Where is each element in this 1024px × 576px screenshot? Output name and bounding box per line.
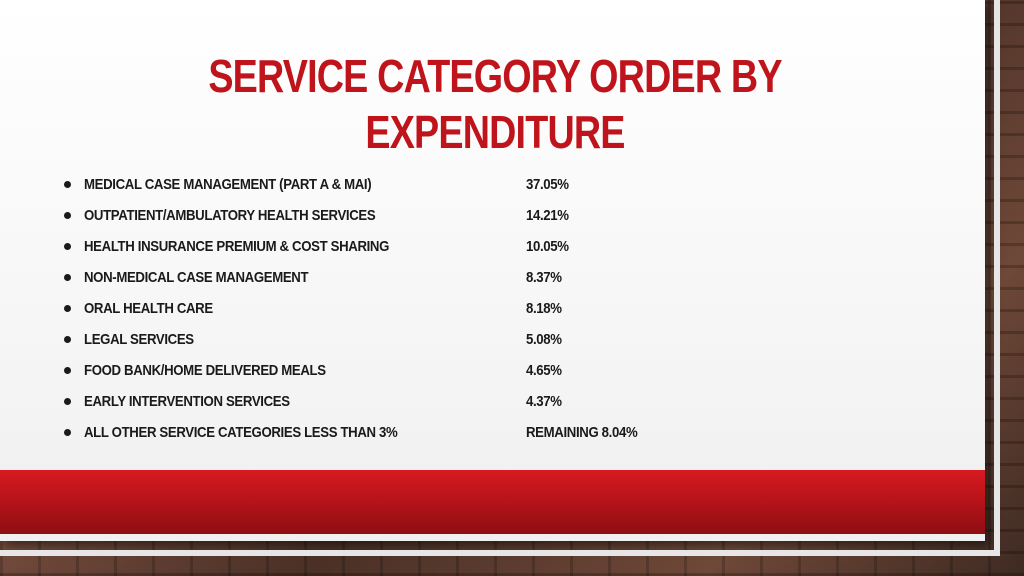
category-label: EARLY INTERVENTION SERVICES	[84, 393, 290, 410]
category-label: MEDICAL CASE MANAGEMENT (PART A & MAI)	[84, 176, 372, 193]
list-item: EARLY INTERVENTION SERVICES 4.37%	[64, 393, 764, 424]
list-item: ALL OTHER SERVICE CATEGORIES LESS THAN 3…	[64, 424, 764, 455]
category-percentage: 10.05%	[526, 238, 569, 255]
category-label: HEALTH INSURANCE PREMIUM & COST SHARING	[84, 238, 390, 255]
slide: SERVICE CATEGORY ORDER BY EXPENDITURE ME…	[0, 0, 985, 541]
category-percentage: 4.65%	[526, 362, 562, 379]
list-item: FOOD BANK/HOME DELIVERED MEALS 4.65%	[64, 362, 764, 393]
slide-title: SERVICE CATEGORY ORDER BY EXPENDITURE	[208, 50, 782, 158]
bullet-icon	[64, 212, 71, 219]
category-percentage: 14.21%	[526, 207, 569, 224]
category-label: ALL OTHER SERVICE CATEGORIES LESS THAN 3…	[84, 424, 398, 441]
list-item: NON-MEDICAL CASE MANAGEMENT 8.37%	[64, 269, 764, 300]
category-percentage: 37.05%	[526, 176, 569, 193]
bullet-icon	[64, 367, 71, 374]
bullet-icon	[64, 274, 71, 281]
bullet-icon	[64, 336, 71, 343]
bullet-icon	[64, 243, 71, 250]
category-label: FOOD BANK/HOME DELIVERED MEALS	[84, 362, 326, 379]
list-item: LEGAL SERVICES 5.08%	[64, 331, 764, 362]
category-percentage: 8.18%	[526, 300, 562, 317]
category-label: ORAL HEALTH CARE	[84, 300, 213, 317]
red-footer-band	[0, 470, 985, 534]
category-label: OUTPATIENT/AMBULATORY HEALTH SERVICES	[84, 207, 376, 224]
bullet-icon	[64, 305, 71, 312]
list-item: ORAL HEALTH CARE 8.18%	[64, 300, 764, 331]
category-percentage: 4.37%	[526, 393, 562, 410]
footer-edge	[0, 534, 985, 541]
category-label: NON-MEDICAL CASE MANAGEMENT	[84, 269, 309, 286]
category-percentage: 5.08%	[526, 331, 562, 348]
category-percentage: REMAINING 8.04%	[526, 424, 638, 441]
list-item: HEALTH INSURANCE PREMIUM & COST SHARING …	[64, 238, 764, 269]
list-item: MEDICAL CASE MANAGEMENT (PART A & MAI) 3…	[64, 176, 764, 207]
bullet-icon	[64, 181, 71, 188]
bullet-icon	[64, 398, 71, 405]
bullet-icon	[64, 429, 71, 436]
category-percentage: 8.37%	[526, 269, 562, 286]
category-label: LEGAL SERVICES	[84, 331, 194, 348]
list-item: OUTPATIENT/AMBULATORY HEALTH SERVICES 14…	[64, 207, 764, 238]
expenditure-list: MEDICAL CASE MANAGEMENT (PART A & MAI) 3…	[64, 176, 764, 455]
